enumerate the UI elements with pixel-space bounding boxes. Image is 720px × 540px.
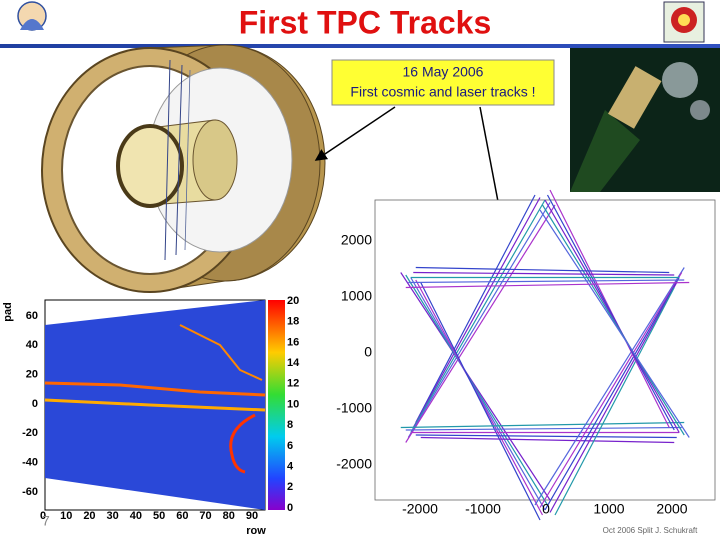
logo-left <box>17 1 47 31</box>
colorbar-tick-label: 20 <box>287 295 299 307</box>
x-axis-label: row <box>246 525 266 537</box>
track <box>405 274 549 506</box>
track <box>539 209 690 438</box>
slide-title: First TPC Tracks <box>239 4 492 40</box>
x-tick-label: 0 <box>40 510 46 522</box>
y-tick-label: 2000 <box>341 232 372 248</box>
logo-right <box>663 1 705 43</box>
track <box>554 287 675 516</box>
colorbar-tick-label: 14 <box>287 357 300 369</box>
track <box>534 267 685 506</box>
track <box>400 272 551 501</box>
track <box>415 434 677 439</box>
x-tick-label: 70 <box>199 510 211 522</box>
y-tick-label: 0 <box>32 398 38 410</box>
track <box>549 189 670 428</box>
y-axis-label: pad <box>2 302 14 322</box>
title-rule <box>0 44 720 48</box>
track <box>544 277 680 511</box>
track <box>407 202 551 438</box>
y-tick-label: -1000 <box>336 400 372 416</box>
x-tick-label: 1000 <box>593 501 624 517</box>
plot-frame <box>374 199 716 501</box>
colorbar-tick-label: 0 <box>287 502 293 514</box>
colorbar-tick-label: 18 <box>287 316 299 328</box>
track <box>44 381 266 397</box>
track <box>408 279 685 284</box>
x-tick-label: 80 <box>223 510 235 522</box>
tpc-drawing <box>41 44 326 293</box>
y-tick-label: 40 <box>26 339 38 351</box>
page-number: 7 <box>42 513 50 529</box>
track <box>541 204 685 436</box>
y-tick-label: -20 <box>22 427 38 439</box>
colorbar <box>268 300 285 510</box>
colorbar-tick-label: 2 <box>287 481 293 493</box>
track <box>405 426 682 431</box>
y-tick-label: 0 <box>364 344 372 360</box>
track <box>544 199 680 433</box>
track <box>539 272 683 508</box>
xy-plot: 2000 1000 0 -1000 -2000 -2000 -1000 0 1000 2000 <box>336 189 716 521</box>
track <box>412 197 541 428</box>
x-tick-label: 60 <box>176 510 188 522</box>
track <box>415 266 670 274</box>
track <box>549 282 678 513</box>
callout-box <box>331 59 555 106</box>
y-tick-label: -40 <box>22 457 38 469</box>
colorbar-tick-label: 10 <box>287 398 299 410</box>
track <box>413 271 675 276</box>
x-tick-label: 2000 <box>656 501 687 517</box>
arrow <box>479 106 504 214</box>
champagne-photo <box>570 48 720 192</box>
colorbar-tick-label: 8 <box>287 419 293 431</box>
y-tick-label: -60 <box>22 486 38 498</box>
track <box>546 194 675 431</box>
callout-date: 16 May 2006 <box>403 64 484 80</box>
x-tick-label: 0 <box>542 501 550 517</box>
x-tick-label: 20 <box>83 510 95 522</box>
track <box>410 199 546 433</box>
track <box>229 413 256 474</box>
y-tick-label: -2000 <box>336 456 372 472</box>
x-tick-label: 10 <box>60 510 72 522</box>
track <box>44 398 266 412</box>
colorbar-tick-label: 6 <box>287 440 293 452</box>
x-tick-label: 50 <box>153 510 165 522</box>
y-tick-label: 60 <box>26 310 38 322</box>
arrow <box>314 106 396 161</box>
colorbar-tick-label: 16 <box>287 336 299 348</box>
colorbar-tick-label: 4 <box>287 461 294 473</box>
track <box>415 194 536 423</box>
track <box>420 436 675 444</box>
y-tick-label: 1000 <box>341 288 372 304</box>
track <box>179 324 263 381</box>
x-tick-label: -2000 <box>402 501 438 517</box>
x-tick-label: -1000 <box>465 501 501 517</box>
y-tick-label: 20 <box>26 369 38 381</box>
track <box>420 282 541 521</box>
x-tick-label: 90 <box>246 510 258 522</box>
footer: Oct 2006 Split J. Schukraft <box>603 526 698 535</box>
colorbar-tick-label: 12 <box>287 378 299 390</box>
callout-text: First cosmic and laser tracks ! <box>350 84 535 100</box>
track <box>410 277 546 511</box>
track <box>400 421 685 429</box>
x-tick-label: 30 <box>107 510 119 522</box>
x-tick-label: 40 <box>130 510 142 522</box>
track <box>405 281 690 289</box>
track <box>405 204 556 443</box>
